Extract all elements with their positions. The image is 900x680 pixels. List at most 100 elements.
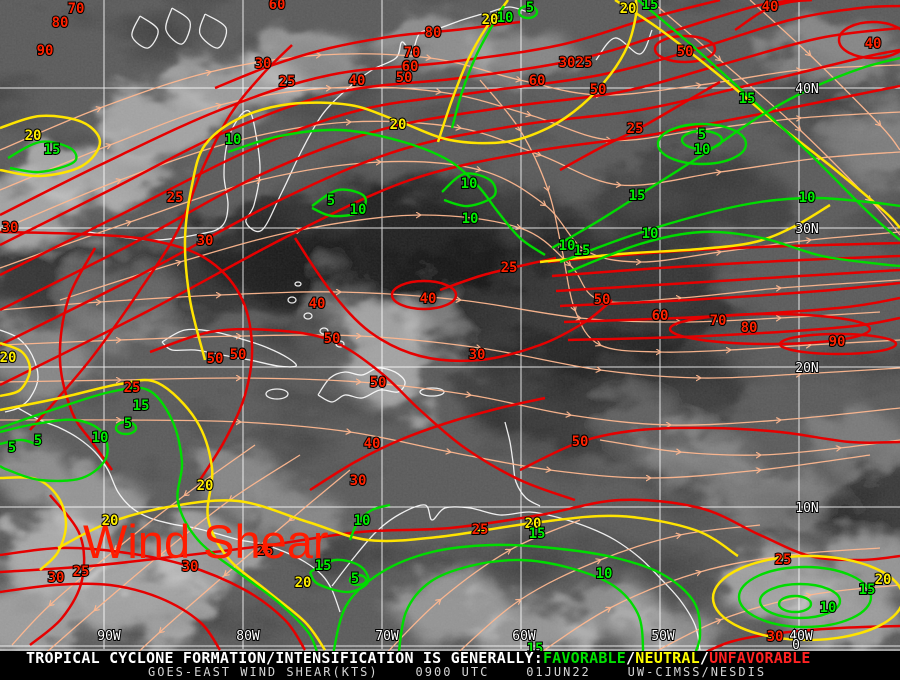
contour-label: 30 [2,220,19,236]
latitude-label: 10N [795,501,818,516]
contour-label: 40 [865,36,882,52]
contour-label: 25 [124,380,141,396]
contour-label: 40 [420,291,437,307]
shear-contours-high [0,0,900,651]
contour-label: 15 [529,526,546,542]
contour-label: 50 [396,70,413,86]
contour-label: 40 [762,0,779,15]
contour-label: 20 [25,128,42,144]
longitude-label: 70W [375,629,399,644]
contour-label: 50 [370,375,387,391]
contour-label: 80 [425,25,442,41]
favorable-label: FAVORABLE [542,649,627,667]
contour-label: 30 [255,56,272,72]
contour-label: 80 [52,15,69,31]
contour-label: 15 [739,91,756,107]
contour-label: 20 [875,572,892,588]
contour-label: 10 [820,600,837,616]
shear-contours-moderate [0,0,900,651]
contour-label: 10 [92,430,109,446]
contour-label: 20 [102,513,119,529]
contour-label: 5 [526,0,534,16]
slash2: / [699,649,710,667]
contour-label: 20 [482,12,499,28]
contour-label: 10 [225,132,242,148]
longitude-label: 90W [97,629,121,644]
contour-label: 60 [402,59,419,75]
contour-label: 10 [461,176,478,192]
contour-label: 25 [73,564,90,580]
contour-label: 60 [269,0,286,13]
contour-label: 50 [230,347,247,363]
shear-contours-low [0,0,900,651]
contour-label: 10 [642,226,659,242]
contour-label: 20 [620,1,637,17]
contour-label: 70 [710,313,727,329]
contour-label: 5 [698,127,706,143]
grid-labels: 90W 80W 70W 60W 50W 40W 40N 30N 20N 10N 0 [96,81,819,651]
contour-label: 50 [594,292,611,308]
contour-label: 5 [351,571,359,587]
contour-label: 15 [642,0,659,13]
contour-label: 25 [279,74,296,90]
caption-line2: GOES-EAST WIND SHEAR(KTS) 0900 UTC 01JUN… [0,666,900,680]
wind-shear-watermark: Wind Shear [83,515,329,568]
longitude-label: 80W [236,629,260,644]
contour-label: 40 [364,436,381,452]
contour-label: 25 [472,522,489,538]
contour-label: 15 [859,582,876,598]
contour-label: 30 [350,473,367,489]
latitude-label: 0 [792,638,800,651]
contour-label: 30 [469,347,486,363]
contour-label: 30 [767,629,784,645]
contour-label: 5 [327,193,335,209]
caption-prefix: TROPICAL CYCLONE FORMATION/INTENSIFICATI… [26,649,543,667]
contour-label: 10 [596,566,613,582]
neutral-label: NEUTRAL [635,649,700,667]
contour-label: 25 [167,190,184,206]
contour-label: 60 [529,73,546,89]
contour-label: 40 [349,73,366,89]
contour-label: 10 [694,142,711,158]
contour-label: 20 [525,516,542,532]
contour-label: 60 [652,308,669,324]
contour-label: 20 [0,350,16,366]
caption-line1: TROPICAL CYCLONE FORMATION/INTENSIFICATI… [0,651,900,666]
contour-label: 25 [775,552,792,568]
contour-label: 25 [257,543,274,559]
contour-label: 25 [576,55,593,71]
contour-label: 10 [497,10,514,26]
contour-label: 50 [590,82,607,98]
contour-label: 70 [404,45,421,61]
contour-label: 80 [741,320,758,336]
contour-label: 10 [462,211,479,227]
contour-label: 70 [68,1,85,17]
unfavorable-label: UNFAVORABLE [709,649,811,667]
contour-label: 15 [44,142,61,158]
longitude-label: 60W [512,629,536,644]
longitude-label: 50W [651,629,675,644]
longitude-label: 40W [789,629,813,644]
contour-label: 90 [829,334,846,350]
contour-label: 15 [527,641,544,651]
contour-label: 50 [677,44,694,60]
contour-label: 20 [295,575,312,591]
slash1: / [626,649,636,667]
contour-label: 10 [350,202,367,218]
contour-label: 10 [799,190,816,206]
contour-label: 15 [315,558,332,574]
latitude-label: 40N [795,82,818,97]
contour-label: 15 [133,398,150,414]
contour-label: 50 [324,331,341,347]
latitude-label: 20N [795,361,818,376]
contour-label: 25 [501,260,518,276]
contour-label: 30 [48,570,65,586]
contour-label: 20 [390,117,407,133]
contour-label: 5 [124,416,132,432]
contour-label: 15 [574,243,591,259]
latitude-label: 30N [795,222,818,237]
contour-label: 90 [37,43,54,59]
